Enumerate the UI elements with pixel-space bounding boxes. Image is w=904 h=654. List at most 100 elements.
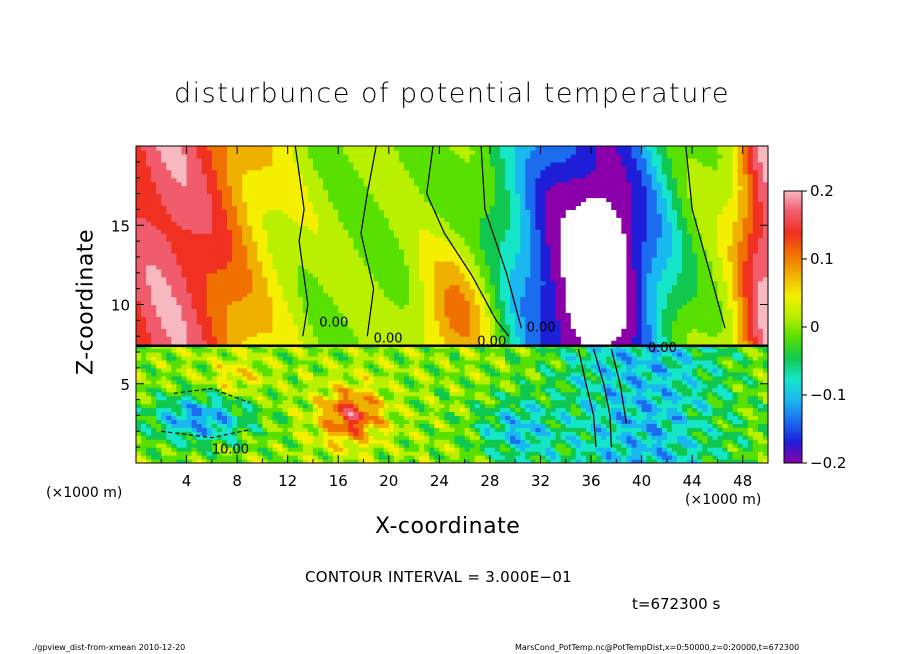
heatmap-cell (398, 336, 405, 341)
heatmap-cell (358, 356, 365, 361)
heatmap-cell (242, 359, 248, 365)
heatmap-cell (363, 304, 370, 310)
heatmap-cell (196, 149, 203, 155)
heatmap-cell (136, 391, 142, 397)
heatmap-cell (211, 197, 218, 203)
heatmap-cell (353, 324, 360, 329)
heatmap-cell (171, 185, 178, 191)
heatmap-cell (287, 165, 294, 171)
heatmap-cell (292, 153, 299, 159)
heatmap-cell (237, 383, 243, 389)
heatmap-cell (307, 320, 314, 325)
heatmap-cell (201, 201, 208, 207)
heatmap-cell (232, 427, 238, 432)
heatmap-cell (302, 459, 309, 463)
heatmap-cell (227, 328, 233, 333)
heatmap-cell (151, 193, 157, 199)
heatmap-cell (171, 252, 178, 258)
heatmap-cell (196, 367, 203, 373)
heatmap-cell (409, 443, 415, 448)
heatmap-cell (368, 399, 375, 405)
heatmap-cell (191, 403, 198, 409)
heatmap-cell (312, 292, 319, 298)
heatmap-cell (166, 181, 172, 187)
heatmap-cell (429, 225, 435, 230)
heatmap-cell (232, 379, 238, 385)
heatmap-cell (323, 403, 329, 409)
heatmap-cell (247, 288, 253, 294)
heatmap-cell (398, 332, 405, 337)
heatmap-cell (161, 387, 167, 393)
heatmap-cell (373, 245, 380, 250)
heatmap-cell (419, 233, 425, 238)
heatmap-cell (328, 304, 334, 310)
heatmap-cell (338, 177, 344, 183)
heatmap-cell (429, 300, 435, 306)
heatmap-cell (434, 340, 440, 345)
heatmap-cell (272, 415, 279, 421)
heatmap-cell (318, 245, 324, 250)
heatmap-cell (302, 435, 309, 440)
heatmap-cell (424, 435, 430, 440)
heatmap-cell (429, 173, 435, 179)
heatmap-cell (171, 455, 178, 460)
heatmap-cell (393, 348, 400, 353)
heatmap-cell (201, 415, 208, 421)
heatmap-cell (151, 300, 157, 306)
heatmap-cell (338, 276, 344, 282)
heatmap-cell (368, 383, 375, 389)
heatmap-cell (252, 264, 258, 270)
heatmap-cell (282, 276, 289, 282)
heatmap-cell (186, 201, 193, 207)
heatmap-cell (151, 153, 157, 159)
heatmap-cell (302, 153, 309, 159)
heatmap-cell (414, 252, 420, 258)
heatmap-cell (388, 427, 395, 432)
heatmap-cell (297, 264, 304, 270)
heatmap-cell (181, 328, 188, 333)
heatmap-cell (201, 312, 208, 317)
heatmap-cell (358, 185, 365, 191)
heatmap-cell (312, 209, 319, 214)
heatmap-cell (333, 292, 339, 298)
heatmap-cell (211, 431, 218, 436)
heatmap-cell (277, 359, 284, 365)
heatmap-cell (429, 209, 435, 214)
heatmap-cell (444, 399, 451, 405)
heatmap-cell (312, 419, 319, 424)
heatmap-cell (211, 209, 218, 214)
heatmap-cell (328, 367, 334, 373)
heatmap-cell (343, 455, 349, 460)
heatmap-cell (398, 423, 405, 428)
heatmap-cell (373, 443, 380, 448)
heatmap-cell (414, 320, 420, 325)
heatmap-cell (444, 153, 451, 159)
heatmap-cell (378, 217, 385, 222)
heatmap-cell (156, 201, 162, 207)
heatmap-cell (247, 320, 253, 325)
heatmap-cell (191, 165, 198, 171)
heatmap-cell (358, 387, 365, 393)
heatmap-cell (378, 383, 385, 389)
heatmap-cell (333, 146, 339, 151)
heatmap-cell (333, 241, 339, 246)
heatmap-cell (343, 201, 349, 207)
heatmap-cell (363, 288, 370, 294)
heatmap-cell (424, 245, 430, 250)
heatmap-cell (196, 391, 203, 397)
heatmap-cell (363, 403, 370, 409)
heatmap-cell (353, 300, 360, 306)
heatmap-cell (272, 399, 279, 405)
heatmap-cell (378, 435, 385, 440)
heatmap-cell (353, 205, 360, 210)
heatmap-cell (348, 276, 355, 282)
heatmap-cell (292, 221, 299, 226)
heatmap-cell (398, 459, 405, 463)
heatmap-cell (151, 367, 157, 373)
heatmap-cell (272, 213, 279, 218)
heatmap-cell (434, 177, 440, 183)
heatmap-cell (272, 217, 279, 222)
heatmap-cell (403, 312, 410, 317)
heatmap-cell (191, 193, 198, 199)
heatmap-cell (146, 375, 152, 381)
